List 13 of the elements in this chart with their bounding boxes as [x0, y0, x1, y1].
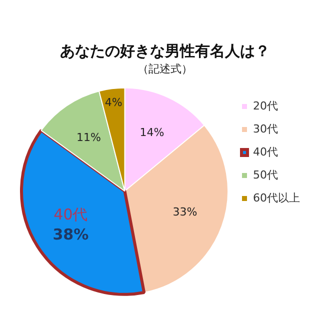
data-label: 33%: [172, 206, 198, 219]
chart-subtitle: （記述式）: [138, 62, 192, 76]
data-label: 4%: [104, 96, 122, 109]
legend-label: 40代: [253, 145, 278, 158]
legend-label: 60代以上: [253, 191, 300, 204]
legend-label: 30代: [253, 122, 278, 136]
legend-label: 50代: [253, 168, 278, 182]
data-label: 38%: [52, 225, 89, 244]
slice-label: 40代: [54, 205, 88, 224]
data-label: 14%: [140, 126, 164, 140]
chart-title: あなたの好きな男性有名人は？: [60, 42, 270, 60]
data-label: 11%: [76, 131, 101, 144]
legend-label: 20代: [253, 99, 278, 112]
